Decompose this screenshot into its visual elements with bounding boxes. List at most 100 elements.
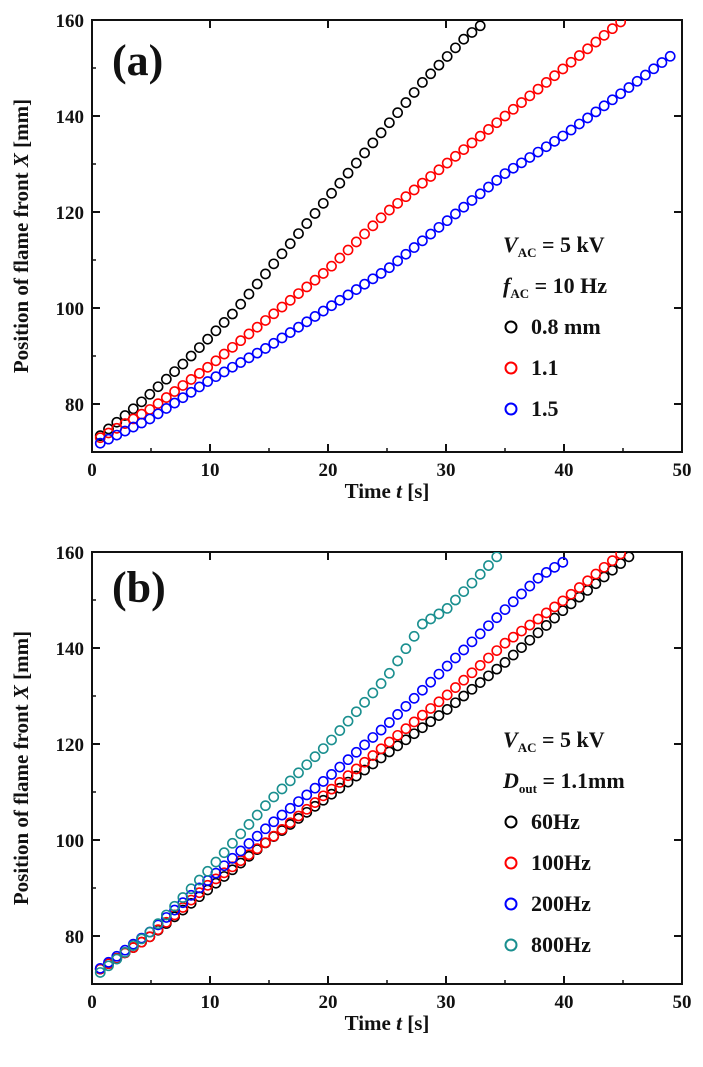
- data-point: [433, 59, 445, 71]
- data-point: [483, 620, 494, 632]
- data-point: [251, 830, 263, 842]
- data-point: [433, 221, 445, 233]
- data-point: [350, 763, 362, 775]
- data-point: [606, 94, 618, 106]
- data-point: [350, 706, 362, 718]
- data-point: [425, 613, 437, 625]
- x-tick-label: 40: [555, 460, 574, 481]
- data-point: [450, 594, 461, 606]
- data-point: [136, 933, 147, 945]
- data-point: [540, 141, 552, 153]
- data-point: [582, 575, 593, 587]
- data-point: [416, 722, 428, 734]
- legend-entry: 60Hz: [531, 809, 580, 834]
- data-point: [532, 572, 544, 584]
- data-point: [400, 700, 412, 712]
- data-point: [119, 425, 131, 437]
- data-point: [416, 684, 428, 696]
- data-point: [359, 228, 370, 240]
- data-point: [177, 358, 189, 370]
- data-point: [540, 77, 552, 88]
- data-point: [251, 347, 263, 359]
- data-point: [334, 782, 346, 794]
- data-point: [334, 761, 346, 773]
- data-point: [392, 729, 404, 741]
- data-point: [499, 110, 511, 122]
- data-point: [483, 181, 494, 193]
- data-point: [474, 188, 486, 200]
- data-point: [458, 690, 470, 702]
- data-point: [127, 413, 139, 425]
- data-point: [466, 577, 478, 589]
- data-point: [293, 810, 304, 822]
- data-point: [152, 398, 164, 410]
- data-point: [458, 33, 470, 45]
- data-point: [276, 809, 288, 821]
- data-point: [416, 177, 428, 189]
- x-tick-label: 20: [319, 992, 338, 1013]
- data-point: [218, 316, 230, 328]
- data-point: [227, 341, 238, 353]
- data-point: [235, 357, 247, 368]
- data-point: [284, 817, 296, 829]
- data-point: [177, 392, 189, 404]
- data-point: [293, 796, 304, 807]
- data-point: [152, 408, 164, 420]
- x-tick-label: 50: [673, 992, 692, 1013]
- data-point: [284, 294, 296, 306]
- data-point: [590, 36, 602, 48]
- x-tick-label: 40: [555, 992, 574, 1013]
- data-point: [260, 315, 271, 326]
- data-point: [144, 926, 156, 938]
- x-tick-label: 0: [87, 992, 97, 1013]
- legend-condition: fAC = 10 Hz: [503, 273, 607, 301]
- data-point: [367, 273, 379, 285]
- legend-condition: VAC = 5 kV: [503, 232, 605, 260]
- data-point: [260, 343, 271, 354]
- data-point: [499, 604, 511, 615]
- data-point: [400, 734, 412, 746]
- data-point: [532, 83, 544, 95]
- data-point: [326, 783, 337, 795]
- data-point: [491, 117, 503, 129]
- data-point: [202, 865, 214, 877]
- data-point: [144, 388, 156, 400]
- data-point: [441, 215, 453, 227]
- data-point: [103, 960, 114, 972]
- data-point: [326, 769, 337, 780]
- data-point: [400, 191, 412, 203]
- data-point: [573, 582, 585, 593]
- data-point: [326, 734, 337, 746]
- data-point: [169, 397, 180, 409]
- data-point: [590, 568, 602, 580]
- data-point: [375, 212, 387, 224]
- data-point: [317, 743, 329, 755]
- data-point: [185, 386, 197, 398]
- data-point: [375, 268, 387, 279]
- data-point: [648, 63, 660, 75]
- data-point: [450, 652, 461, 664]
- data-point: [408, 728, 420, 740]
- data-point: [152, 381, 164, 393]
- data-point: [268, 830, 280, 842]
- data-point: [185, 374, 197, 385]
- data-point: [408, 87, 420, 98]
- data-point: [491, 552, 503, 563]
- data-point: [350, 284, 362, 295]
- data-point: [499, 168, 511, 179]
- data-point: [400, 723, 412, 735]
- data-point: [549, 70, 560, 82]
- data-point: [309, 311, 321, 322]
- data-point: [524, 580, 536, 592]
- data-point: [466, 137, 478, 149]
- data-point: [466, 195, 478, 206]
- data-point: [210, 856, 222, 868]
- x-tick-label: 20: [319, 460, 338, 481]
- data-point: [342, 289, 354, 301]
- y-tick-label: 160: [56, 11, 85, 32]
- data-point: [450, 150, 461, 162]
- data-point: [441, 689, 453, 701]
- data-point: [557, 130, 569, 142]
- data-point: [160, 392, 172, 403]
- data-point: [202, 361, 214, 373]
